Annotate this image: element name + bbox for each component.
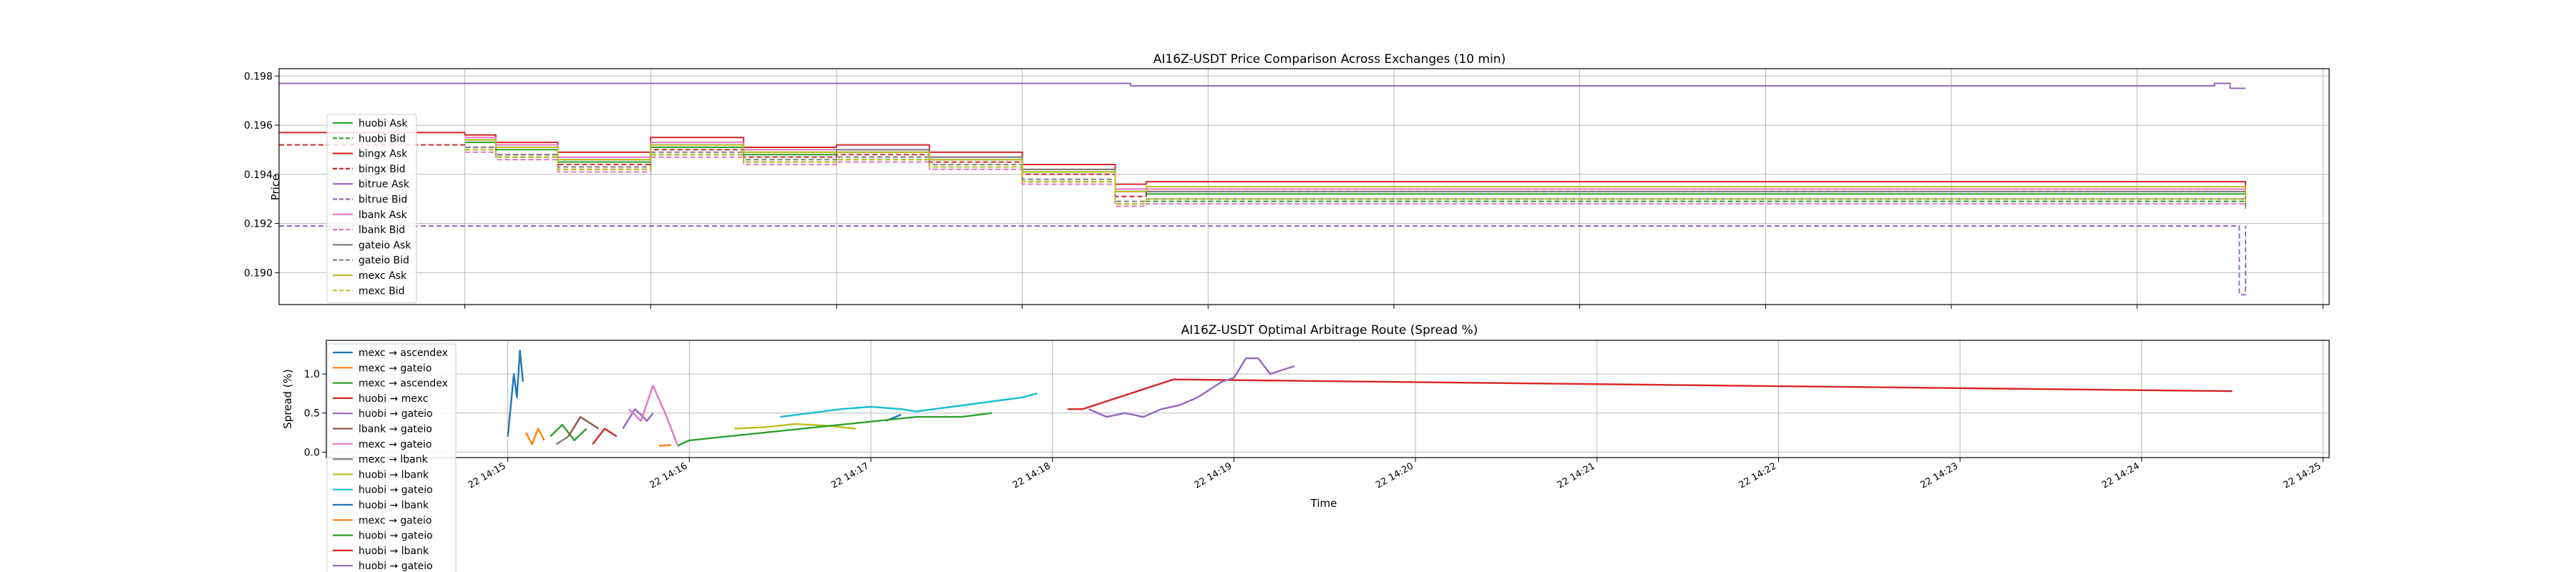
y-tick-label: 0.196: [244, 120, 273, 132]
legend-label: huobi → gateio: [358, 531, 433, 542]
legend-label: huobi → gateio: [358, 408, 433, 420]
legend-label: lbank Ask: [358, 209, 408, 221]
series-line-huobi-to-mexc: [592, 428, 618, 445]
spread-chart-title: AI16Z-USDT Optimal Arbitrage Route (Spre…: [1181, 323, 1478, 337]
legend-label: huobi → gateio: [358, 561, 433, 572]
legend-label: huobi → lbank: [358, 500, 429, 511]
price-y-axis-label: Price: [269, 174, 282, 201]
series-line-mexc-bid: [464, 149, 2247, 207]
legend-label: lbank → gateio: [358, 424, 432, 435]
legend-label: lbank Bid: [358, 225, 405, 236]
series-line-huobi-to-gateio: [780, 393, 1038, 418]
legend-label: bingx Bid: [358, 164, 406, 175]
y-tick-label: 0.5: [304, 408, 320, 420]
legend-label: mexc → lbank: [358, 454, 429, 465]
legend-label: huobi Bid: [358, 133, 406, 144]
legend-label: mexc Bid: [358, 285, 405, 297]
legend-label: huobi → mexc: [358, 393, 428, 405]
y-tick-label: 0.190: [244, 267, 273, 279]
spread-legend: mexc → ascendex mexc → gateio mexc → ascen…: [326, 343, 457, 572]
spread-y-axis: 0.0 0.5 1.0: [304, 369, 326, 458]
price-chart-title: AI16Z-USDT Price Comparison Across Excha…: [1153, 52, 1506, 66]
spread-series-layer: [507, 350, 2233, 447]
spread-grid: [326, 340, 2329, 458]
price-x-axis: [464, 305, 2323, 309]
price-y-axis: 0.190 0.192 0.194 0.196 0.198: [244, 71, 279, 279]
legend-label: mexc → ascendex: [358, 378, 448, 390]
series-line-huobi-to-lbank: [1067, 378, 2233, 410]
legend-label: mexc → gateio: [358, 439, 431, 450]
y-tick-label: 0.0: [304, 447, 320, 458]
legend-label: mexc → gateio: [358, 363, 431, 374]
legend-label: mexc → gateio: [358, 515, 431, 526]
series-line-mexc-to-gateio: [525, 428, 545, 445]
series-line-mexc-to-ascendex: [550, 423, 587, 442]
series-line-lbank-to-gateio: [567, 415, 600, 438]
legend-label: gateio Ask: [358, 240, 411, 251]
legend-label: bitrue Bid: [358, 194, 407, 206]
spread-plot-frame: [326, 340, 2330, 458]
price-legend: huobi Ask huobi Bid bingx Ask bingx Bid bitr…: [326, 114, 417, 304]
series-line-huobi-to-gateio: [677, 412, 992, 447]
price-series-layer: [279, 82, 2247, 296]
legend-box: [326, 114, 417, 304]
series-line-huobi-to-gateio: [1088, 357, 1295, 418]
legend-label: huobi Ask: [358, 118, 408, 129]
legend-box: [326, 343, 457, 572]
y-tick-label: 1.0: [304, 369, 320, 380]
series-line-mexc-to-ascendex: [507, 350, 524, 437]
legend-label: huobi → lbank: [358, 546, 429, 557]
legend-label: mexc Ask: [358, 270, 407, 282]
series-line-mexc-ask: [464, 139, 2247, 197]
series-line-bitrue-ask: [279, 82, 2246, 89]
series-line-mexc-to-gateio: [628, 385, 678, 445]
y-tick-label: 0.194: [244, 169, 273, 181]
series-line-mexc-to-lbank: [555, 435, 569, 445]
series-line-huobi-to-gateio: [622, 408, 654, 430]
y-tick-label: 0.192: [244, 219, 273, 230]
spread-y-axis-label: Spread (%): [281, 369, 294, 429]
legend-label: mexc → ascendex: [358, 347, 448, 359]
price-panel: AI16Z-USDT Price Comparison Across Excha…: [244, 52, 2330, 309]
legend-label: gateio Bid: [358, 255, 409, 267]
legend-label: bitrue Ask: [358, 179, 410, 190]
price-plot-frame: [278, 68, 2330, 305]
series-line-huobi-to-lbank: [734, 423, 857, 430]
legend-label: huobi → gateio: [358, 485, 433, 496]
spread-x-axis-label: Time: [1310, 497, 1337, 510]
series-line-mexc-to-gateio: [659, 444, 672, 447]
series-line-bitrue-bid: [279, 225, 2247, 296]
y-tick-label: 0.198: [244, 71, 273, 82]
legend-label: huobi → lbank: [358, 469, 429, 480]
legend-label: bingx Ask: [358, 149, 408, 160]
